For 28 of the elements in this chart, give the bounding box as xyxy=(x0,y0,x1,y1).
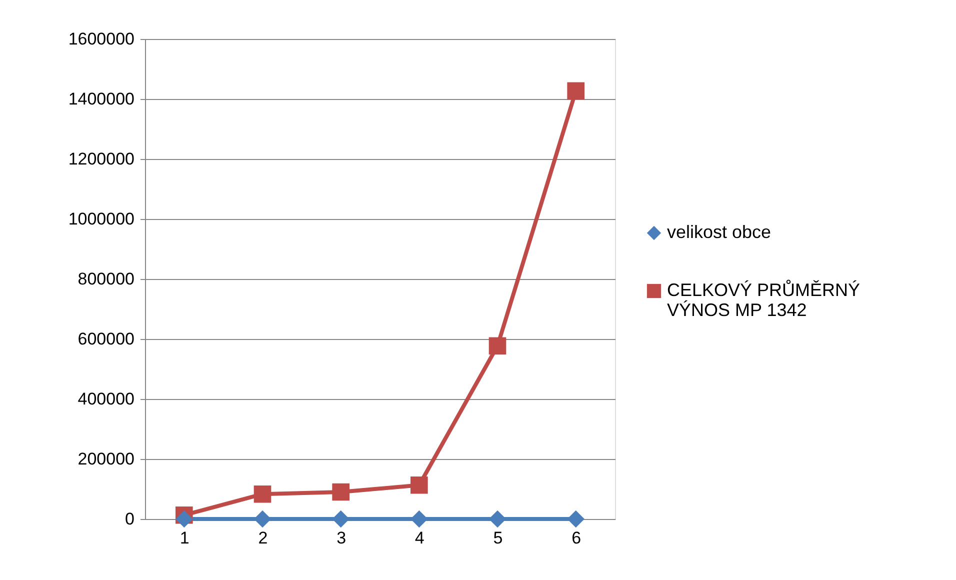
y-tick-label: 1600000 xyxy=(68,30,134,48)
y-tick-label: 1000000 xyxy=(68,210,134,228)
point xyxy=(410,476,428,494)
y-tick-label: 600000 xyxy=(78,330,134,348)
point xyxy=(332,510,350,528)
point xyxy=(488,337,506,355)
point xyxy=(254,510,272,528)
y-tick-label: 200000 xyxy=(78,450,134,468)
point xyxy=(254,485,272,503)
y-tick-label: 0 xyxy=(125,510,134,528)
x-tick-label: 3 xyxy=(336,528,346,548)
legend-label: CELKOVÝ PRŮMĚRNÝ VÝNOS MP 1342 xyxy=(667,279,860,320)
point xyxy=(567,510,584,528)
point xyxy=(332,483,350,501)
y-tick-label: 1200000 xyxy=(68,150,134,168)
x-tick-label: 5 xyxy=(493,528,503,548)
point xyxy=(176,510,193,528)
y-tick-label: 400000 xyxy=(78,390,134,408)
x-tick-label: 6 xyxy=(572,528,582,548)
point xyxy=(410,510,428,528)
x-tick-label: 4 xyxy=(414,528,424,548)
x-tick-label: 2 xyxy=(258,528,268,548)
point xyxy=(567,82,584,100)
y-tick-label: 1400000 xyxy=(68,90,134,108)
x-tick-label: 1 xyxy=(180,528,190,548)
legend-label: velikost obce xyxy=(667,222,772,242)
y-tick-label: 800000 xyxy=(78,270,134,288)
point xyxy=(488,510,506,528)
